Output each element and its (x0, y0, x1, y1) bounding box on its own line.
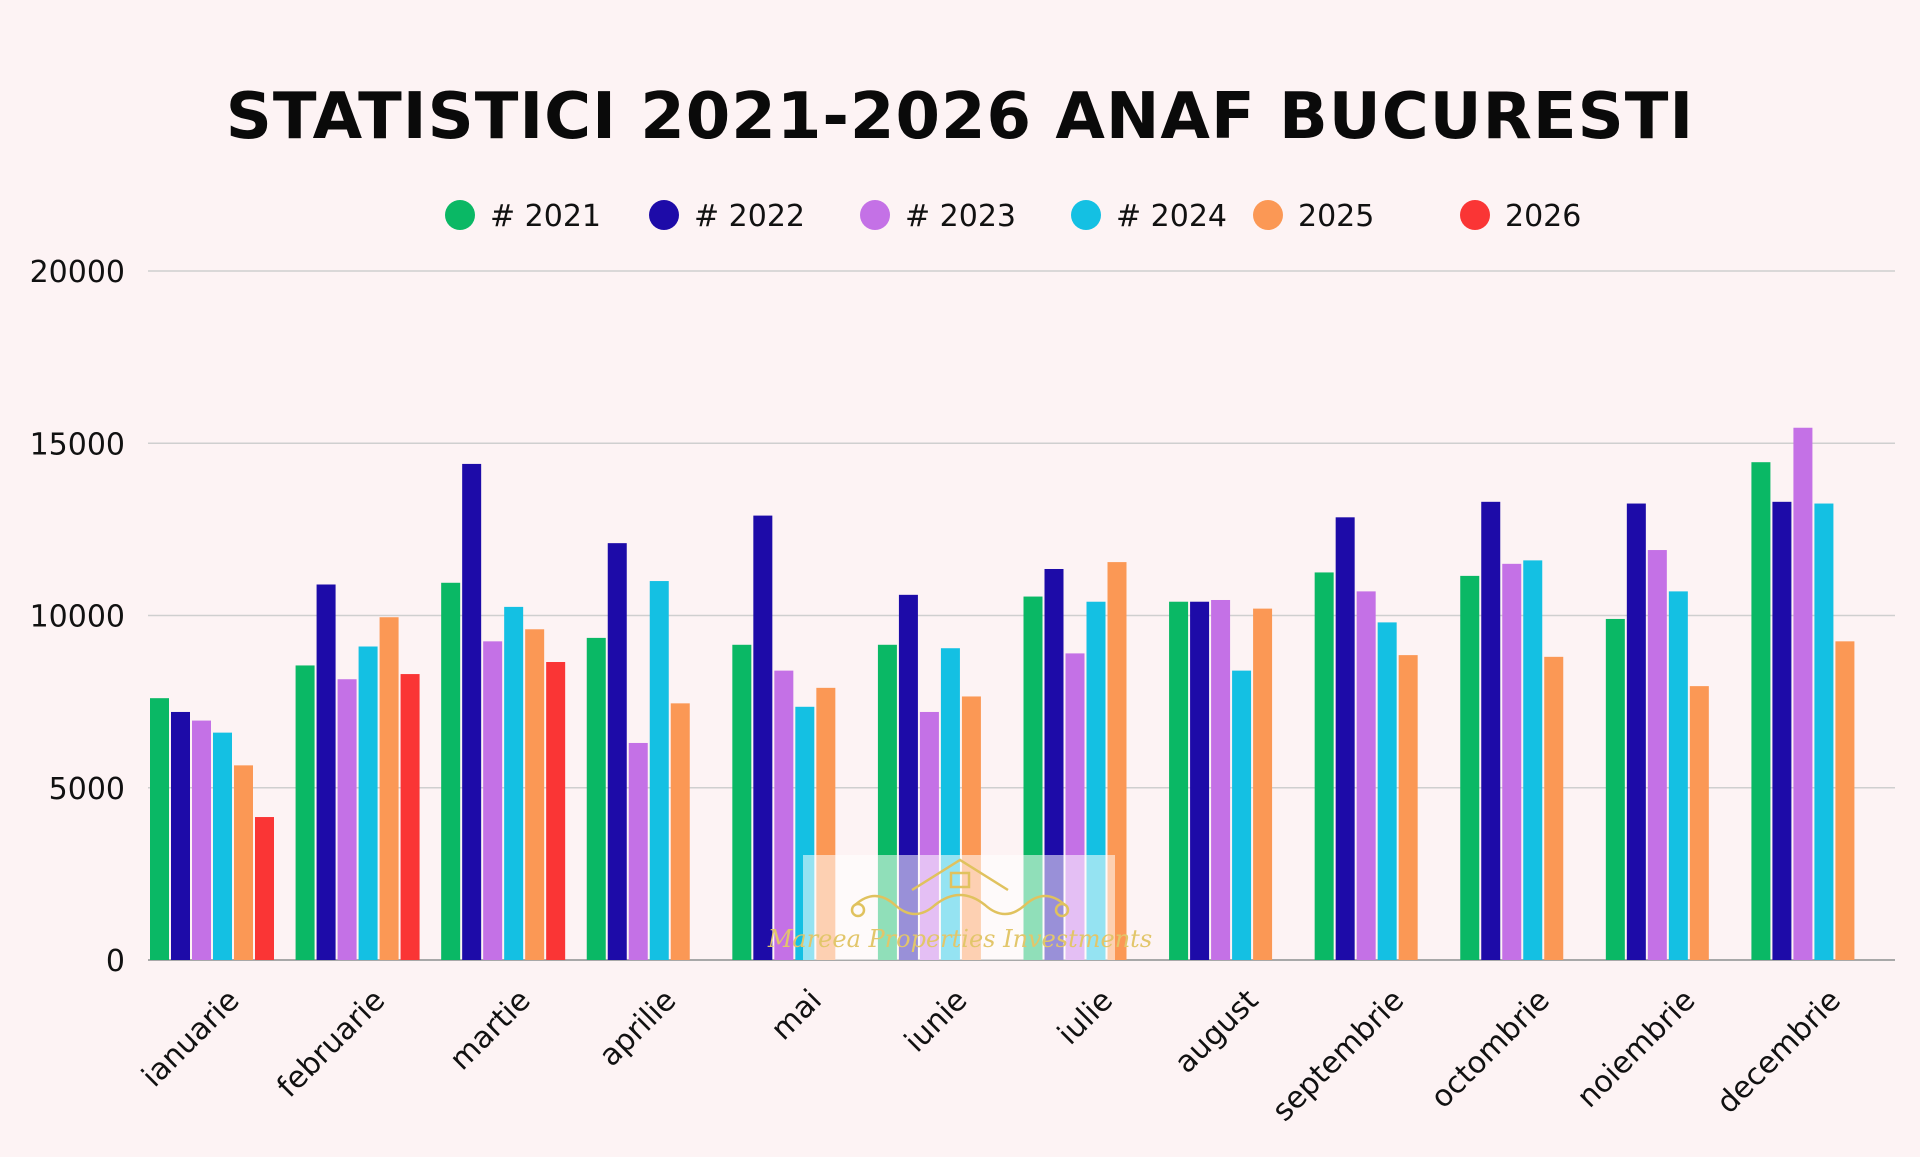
bar-martie-2022 (462, 463, 482, 960)
bar-martie-2025 (525, 629, 545, 960)
y-tick-label: 10000 (30, 600, 125, 635)
bar-decembrie-2023 (1793, 427, 1813, 960)
bar-aprilie-2025 (670, 703, 690, 960)
bar-noiembrie-2023 (1647, 550, 1667, 960)
emblem-curl-left (850, 902, 866, 918)
bar-decembrie-2024 (1814, 503, 1834, 960)
x-tick-label: iulie (1051, 983, 1120, 1052)
bar-ianuarie-2024 (213, 732, 232, 960)
bar-aprilie-2021 (586, 637, 606, 960)
bar-aprilie-2024 (649, 581, 669, 960)
legend-marker (1071, 200, 1101, 230)
y-tick-label: 20000 (30, 255, 125, 290)
legend-marker (1460, 200, 1490, 230)
bar-august-2025 (1253, 608, 1273, 960)
y-tick-label: 5000 (49, 772, 125, 807)
x-axis-ticks: ianuarie februarie martie aprilie mai iunie iu… (135, 983, 1848, 1129)
emblem-scroll (854, 893, 1066, 916)
x-tick-label: ianuarie (135, 983, 246, 1094)
x-tick-label: martie (443, 983, 537, 1077)
bar-septembrie-2023 (1356, 591, 1376, 960)
y-tick-label: 0 (106, 944, 125, 979)
bar-aprilie-2022 (607, 543, 627, 960)
bar-noiembrie-2024 (1668, 591, 1688, 960)
bar-august-2023 (1211, 599, 1231, 960)
bar-ianuarie-2026 (255, 817, 274, 960)
legend-label: # 2021 (490, 199, 601, 234)
bar-decembrie-2025 (1835, 641, 1855, 960)
bar-februarie-2024 (358, 646, 378, 960)
bar-februarie-2025 (379, 617, 399, 960)
y-tick-label: 15000 (30, 427, 125, 462)
bar-martie-2024 (504, 606, 524, 960)
bar-februarie-2021 (295, 665, 315, 960)
bar-octombrie-2023 (1502, 563, 1522, 960)
bar-martie-2026 (546, 662, 566, 960)
bar-mai-2023 (774, 670, 794, 960)
bar-noiembrie-2025 (1689, 686, 1709, 960)
emblem-roof (911, 858, 1009, 892)
bar-decembrie-2021 (1751, 462, 1771, 960)
bar-octombrie-2024 (1523, 560, 1543, 960)
x-tick-label: noiembrie (1570, 983, 1702, 1115)
bar-noiembrie-2022 (1626, 503, 1646, 960)
bar-septembrie-2025 (1398, 655, 1418, 960)
bar-octombrie-2022 (1481, 501, 1501, 960)
bar-noiembrie-2021 (1605, 618, 1625, 960)
legend-label: 2026 (1505, 199, 1581, 234)
legend-label: # 2023 (905, 199, 1016, 234)
bar-decembrie-2022 (1772, 501, 1792, 960)
legend-marker (1253, 200, 1283, 230)
bar-ianuarie-2021 (150, 698, 169, 960)
bar-ianuarie-2025 (234, 765, 253, 960)
bar-august-2021 (1169, 601, 1189, 960)
bar-februarie-2023 (337, 679, 357, 960)
bar-septembrie-2022 (1335, 517, 1355, 960)
x-tick-label: septembrie (1266, 983, 1411, 1128)
emblem-window (949, 871, 971, 889)
x-tick-label: februarie (270, 983, 392, 1105)
bar-ianuarie-2023 (192, 720, 211, 960)
bar-mai-2022 (753, 515, 773, 960)
bar-februarie-2026 (400, 674, 420, 960)
bar-octombrie-2021 (1460, 575, 1480, 960)
legend-label: 2025 (1298, 199, 1374, 234)
chart-title: STATISTICI 2021-2026 ANAF BUCURESTI (226, 80, 1694, 154)
legend-marker (649, 200, 679, 230)
bar-august-2022 (1190, 601, 1210, 960)
bar-ianuarie-2022 (171, 711, 190, 960)
legend-marker (445, 200, 475, 230)
legend-label: # 2022 (694, 199, 805, 234)
bar-mai-2021 (732, 644, 752, 960)
house-emblem-icon (850, 858, 1070, 918)
emblem-curl-right (1054, 902, 1070, 918)
x-tick-label: iunie (898, 983, 974, 1059)
x-tick-label: aprilie (593, 983, 684, 1074)
legend-label: # 2024 (1116, 199, 1227, 234)
x-tick-label: august (1168, 983, 1266, 1081)
legend: # 2021 # 2022 # 2023 # 2024 2025 2026 (445, 199, 1581, 234)
x-tick-label: octombrie (1424, 983, 1556, 1115)
bar-aprilie-2023 (628, 742, 648, 960)
bar-august-2024 (1232, 670, 1252, 960)
y-axis-ticks: 0 5000 10000 15000 20000 (30, 255, 125, 979)
x-tick-label: decembrie (1710, 983, 1848, 1121)
legend-marker (860, 200, 890, 230)
x-tick-label: mai (764, 983, 828, 1047)
watermark-text: Mareea Properties Investments (767, 925, 1152, 953)
bar-martie-2023 (483, 641, 503, 960)
watermark: Mareea Properties Investments (767, 855, 1152, 960)
bar-septembrie-2024 (1377, 622, 1397, 960)
bar-octombrie-2025 (1544, 656, 1564, 960)
bar-februarie-2022 (316, 584, 336, 960)
bar-septembrie-2021 (1314, 572, 1334, 960)
bar-martie-2021 (441, 582, 461, 960)
